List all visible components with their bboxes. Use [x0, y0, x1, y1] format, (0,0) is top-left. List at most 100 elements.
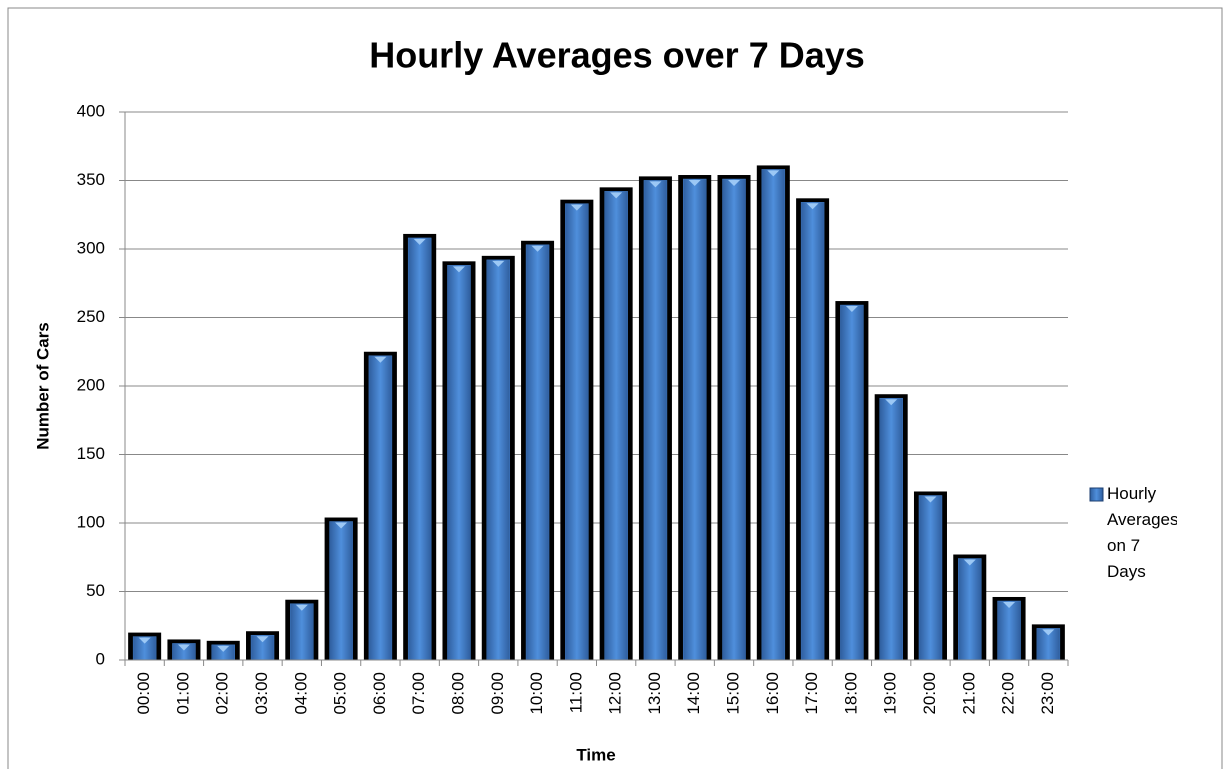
bar-group: [953, 554, 987, 661]
bar-group: [324, 517, 358, 661]
x-tick-label: 00:00: [134, 672, 153, 715]
x-tick-label: 13:00: [645, 672, 664, 715]
x-tick-label: 20:00: [920, 672, 939, 715]
x-tick-label: 23:00: [1038, 672, 1057, 715]
x-tick-label: 22:00: [999, 672, 1018, 715]
bar-group: [246, 631, 280, 661]
bar-bevel: [177, 644, 190, 651]
x-tick-label: 21:00: [959, 672, 978, 715]
bar-face: [368, 355, 393, 661]
x-tick-label: 04:00: [291, 672, 310, 715]
bar-face: [407, 237, 432, 661]
bar-face: [918, 495, 943, 661]
legend-label: Hourly Averages on 7 Days: [1107, 484, 1177, 581]
bar-bevel: [767, 170, 780, 177]
x-tick-label: 17:00: [802, 672, 821, 715]
bar-bevel: [295, 604, 308, 611]
bar-face: [722, 178, 746, 661]
y-tick-label: 200: [77, 375, 105, 394]
bar-group: [285, 599, 319, 661]
bar-bevel: [413, 238, 426, 245]
y-tick-label: 400: [77, 101, 105, 120]
x-tick-label: 01:00: [173, 672, 192, 715]
bar-group: [717, 175, 751, 661]
bar-face: [997, 600, 1021, 661]
bar-group: [167, 639, 201, 661]
x-tick-label: 08:00: [448, 672, 467, 715]
bar-group: [403, 233, 437, 661]
bar-bevel: [335, 522, 348, 529]
y-tick-label: 150: [77, 444, 105, 463]
x-tick-label: 12:00: [606, 672, 625, 715]
x-tick-label: 09:00: [488, 672, 507, 715]
bar-bevel: [138, 637, 151, 644]
bar-group: [363, 351, 397, 661]
x-tick-label: 18:00: [841, 672, 860, 715]
x-tick-label: 16:00: [763, 672, 782, 715]
bar-group: [481, 255, 515, 661]
bar-face: [958, 558, 982, 661]
bar-group: [128, 632, 162, 661]
bar-group: [756, 165, 790, 661]
bar-bevel: [688, 180, 701, 187]
bar-face: [800, 202, 825, 661]
legend-item: Hourly Averages on 7 Days: [1107, 484, 1177, 581]
x-tick-label: 02:00: [213, 672, 232, 715]
x-tick-label: 11:00: [566, 672, 585, 713]
legend-swatch: [1089, 487, 1104, 502]
bar-bevel: [531, 245, 544, 252]
bar-face: [879, 397, 903, 661]
bar-group: [206, 640, 240, 661]
bar-group: [1031, 624, 1065, 661]
bar-bevel: [1003, 601, 1016, 608]
bar-face: [290, 603, 314, 661]
y-tick-label: 250: [77, 307, 105, 326]
bar-face: [682, 178, 707, 661]
bar-face: [604, 191, 628, 661]
bar-bevel: [492, 260, 505, 267]
bar-bevel: [728, 180, 741, 187]
bar-group: [874, 394, 908, 661]
bar-bevel: [885, 399, 898, 406]
bar-group: [442, 261, 476, 661]
x-tick-label: 06:00: [370, 672, 389, 715]
x-tick-label: 15:00: [724, 672, 743, 715]
bar-group: [913, 491, 947, 661]
bar-bevel: [845, 306, 858, 313]
bar-bevel: [610, 192, 623, 199]
bar-bevel: [806, 203, 819, 210]
bar-face: [840, 304, 864, 661]
bar-face: [525, 244, 550, 661]
bar-group: [521, 240, 555, 661]
x-tick-label: 10:00: [527, 672, 546, 715]
bar-bevel: [374, 356, 387, 363]
bar-face: [643, 180, 668, 661]
y-tick-label: 0: [96, 649, 105, 668]
x-tick-label: 03:00: [252, 672, 271, 715]
x-tick-label: 05:00: [331, 672, 350, 715]
bar-group: [599, 187, 633, 661]
bar-bevel: [256, 636, 269, 643]
bar-bevel: [217, 645, 230, 652]
x-axis-title: Time: [576, 745, 615, 764]
bar-group: [638, 176, 672, 661]
x-tick-label: 07:00: [409, 672, 428, 715]
bar-face: [329, 521, 353, 661]
bar-group: [560, 199, 594, 661]
y-tick-label: 50: [86, 581, 105, 600]
y-axis-title: Number of Cars: [33, 322, 52, 450]
bar-face: [447, 265, 471, 661]
y-tick-label: 100: [77, 512, 105, 531]
y-tick-label: 300: [77, 238, 105, 257]
bar-face: [565, 203, 589, 661]
bar-bevel: [1042, 629, 1055, 636]
bar-bevel: [963, 559, 976, 566]
bar-group: [992, 596, 1026, 661]
x-tick-label: 14:00: [684, 672, 703, 715]
bar-bevel: [452, 266, 465, 273]
chart-title: Hourly Averages over 7 Days: [369, 35, 865, 76]
bar-group: [678, 175, 712, 661]
bar-face: [761, 169, 786, 661]
bar-bevel: [924, 496, 937, 503]
